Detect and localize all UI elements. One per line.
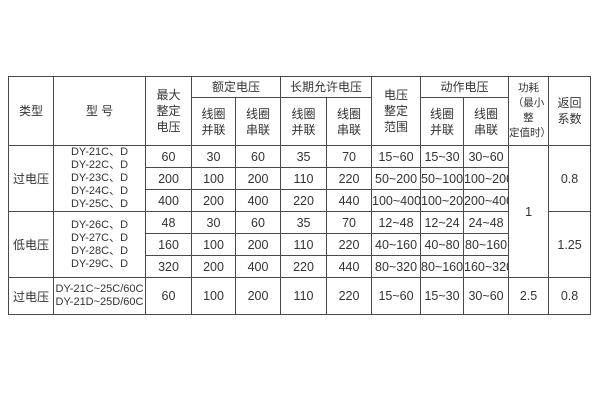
data-cell: 100 xyxy=(191,277,236,315)
table-row: 过电压 DY-21C~25C/60C DY-21D~25D/60C 60 100… xyxy=(8,277,592,315)
data-cell: 40~160 xyxy=(371,233,422,256)
data-cell: 200 xyxy=(191,189,236,212)
data-cell: 100~200 xyxy=(420,189,465,212)
col-header-coil-series: 线圈 串联 xyxy=(463,97,510,146)
col-header-coil-parallel: 线圈 并联 xyxy=(280,97,328,146)
data-cell: 15~30 xyxy=(420,277,465,315)
data-cell: 440 xyxy=(326,189,373,212)
header-row-sub: 线圈 并联 线圈 串联 线圈 并联 线圈 串联 线圈 并联 线圈 串联 xyxy=(9,97,591,146)
data-cell: 220 xyxy=(326,277,373,315)
col-header-model: 型 号 xyxy=(53,76,146,146)
relay-spec-table: 类型 型 号 最大 整定 电压 额定电压 长期允许电压 电压 整定 范围 动作电… xyxy=(8,76,592,315)
data-cell: 100~200 xyxy=(463,167,510,190)
data-cell: 440 xyxy=(326,255,373,278)
data-cell: 110 xyxy=(280,233,328,256)
col-header-coil-parallel: 线圈 并联 xyxy=(191,97,236,146)
table-row: 160 100 200 110 220 40~160 40~80 80~160 xyxy=(9,233,591,256)
data-cell: 60 xyxy=(234,211,282,234)
power-cell: 2.5 xyxy=(508,277,550,315)
data-cell: 48 xyxy=(145,211,192,234)
model-cell: DY-21C~25C/60C DY-21D~25D/60C xyxy=(53,277,146,315)
data-cell: 100 xyxy=(191,233,236,256)
data-cell: 220 xyxy=(280,255,328,278)
data-cell: 30 xyxy=(191,145,236,168)
data-cell: 24~48 xyxy=(463,211,510,234)
data-cell: 220 xyxy=(280,189,328,212)
data-cell: 80~320 xyxy=(371,255,422,278)
data-cell: 15~60 xyxy=(371,145,422,168)
return-coeff-cell: 0.8 xyxy=(548,277,592,315)
data-cell: 15~30 xyxy=(420,145,465,168)
data-cell: 60 xyxy=(234,145,282,168)
data-cell: 12~48 xyxy=(371,211,422,234)
return-coeff-cell: 0.8 xyxy=(548,145,592,212)
type-cell: 过电压 xyxy=(8,145,54,212)
data-cell: 100 xyxy=(191,167,236,190)
col-header-coil-parallel: 线圈 并联 xyxy=(420,97,465,146)
data-cell: 40~80 xyxy=(420,233,465,256)
data-cell: 400 xyxy=(234,189,282,212)
table-row: 低电压 DY-26C、D DY-27C、D DY-28C、D DY-29C、D … xyxy=(8,211,592,278)
data-cell: 80~160 xyxy=(463,233,510,256)
data-cell: 30~60 xyxy=(463,145,510,168)
col-header-longterm-voltage: 长期允许电压 xyxy=(280,76,373,98)
col-header-action-voltage: 动作电压 xyxy=(420,76,510,98)
col-header-setting-range: 电压 整定 范围 xyxy=(371,76,422,146)
col-header-coil-series: 线圈 串联 xyxy=(326,97,373,146)
data-cell: 100~400 xyxy=(371,189,422,212)
data-cell: 320 xyxy=(145,255,192,278)
data-cell: 30 xyxy=(191,211,236,234)
type-cell: 低电压 xyxy=(8,211,54,278)
table-row: 过电压 DY-21C、D DY-22C、D DY-23C、D DY-24C、D … xyxy=(8,145,592,278)
col-header-return-coeff: 返回 系数 xyxy=(548,76,592,146)
data-cell: 30~60 xyxy=(463,277,510,315)
data-cell: 50~100 xyxy=(420,167,465,190)
data-cell: 200 xyxy=(234,277,282,315)
data-cell: 15~60 xyxy=(371,277,422,315)
data-cell: 70 xyxy=(326,145,373,168)
data-cell: 70 xyxy=(326,211,373,234)
data-cell: 200 xyxy=(145,167,192,190)
col-header-rated-voltage: 额定电压 xyxy=(190,76,282,98)
data-cell: 60 xyxy=(145,145,192,168)
col-header-max-setting: 最大 整定 电压 xyxy=(145,76,192,146)
power-cell: 1 xyxy=(508,145,550,278)
data-cell: 400 xyxy=(234,255,282,278)
type-cell: 过电压 xyxy=(8,277,54,315)
data-cell: 160~320 xyxy=(463,255,510,278)
data-cell: 110 xyxy=(280,167,328,190)
model-cell: DY-26C、D DY-27C、D DY-28C、D DY-29C、D xyxy=(53,211,146,278)
data-cell: 200 xyxy=(234,233,282,256)
data-cell: 50~200 xyxy=(371,167,422,190)
data-cell: 110 xyxy=(280,277,328,315)
data-cell: 200 xyxy=(191,255,236,278)
data-cell: 35 xyxy=(280,211,328,234)
data-cell: 400 xyxy=(145,189,192,212)
model-cell: DY-21C、D DY-22C、D DY-23C、D DY-24C、D DY-2… xyxy=(53,145,146,212)
data-cell: 220 xyxy=(326,167,373,190)
data-cell: 12~24 xyxy=(420,211,465,234)
col-header-type: 类型 xyxy=(8,76,54,146)
data-cell: 35 xyxy=(280,145,328,168)
data-cell: 200~400 xyxy=(463,189,510,212)
data-cell: 80~160 xyxy=(420,255,465,278)
data-cell: 60 xyxy=(145,277,192,315)
data-cell: 160 xyxy=(145,233,192,256)
col-header-coil-series: 线圈 串联 xyxy=(234,97,282,146)
data-cell: 220 xyxy=(326,233,373,256)
table-row: 400 200 400 220 440 100~400 100~200 200~… xyxy=(9,189,591,212)
data-cell: 200 xyxy=(234,167,282,190)
col-header-power: 功耗 （最小整 定值时） xyxy=(508,76,550,146)
return-coeff-cell: 1.25 xyxy=(548,211,592,278)
header-row-group: 类型 型 号 最大 整定 电压 额定电压 长期允许电压 电压 整定 范围 动作电… xyxy=(8,76,592,146)
